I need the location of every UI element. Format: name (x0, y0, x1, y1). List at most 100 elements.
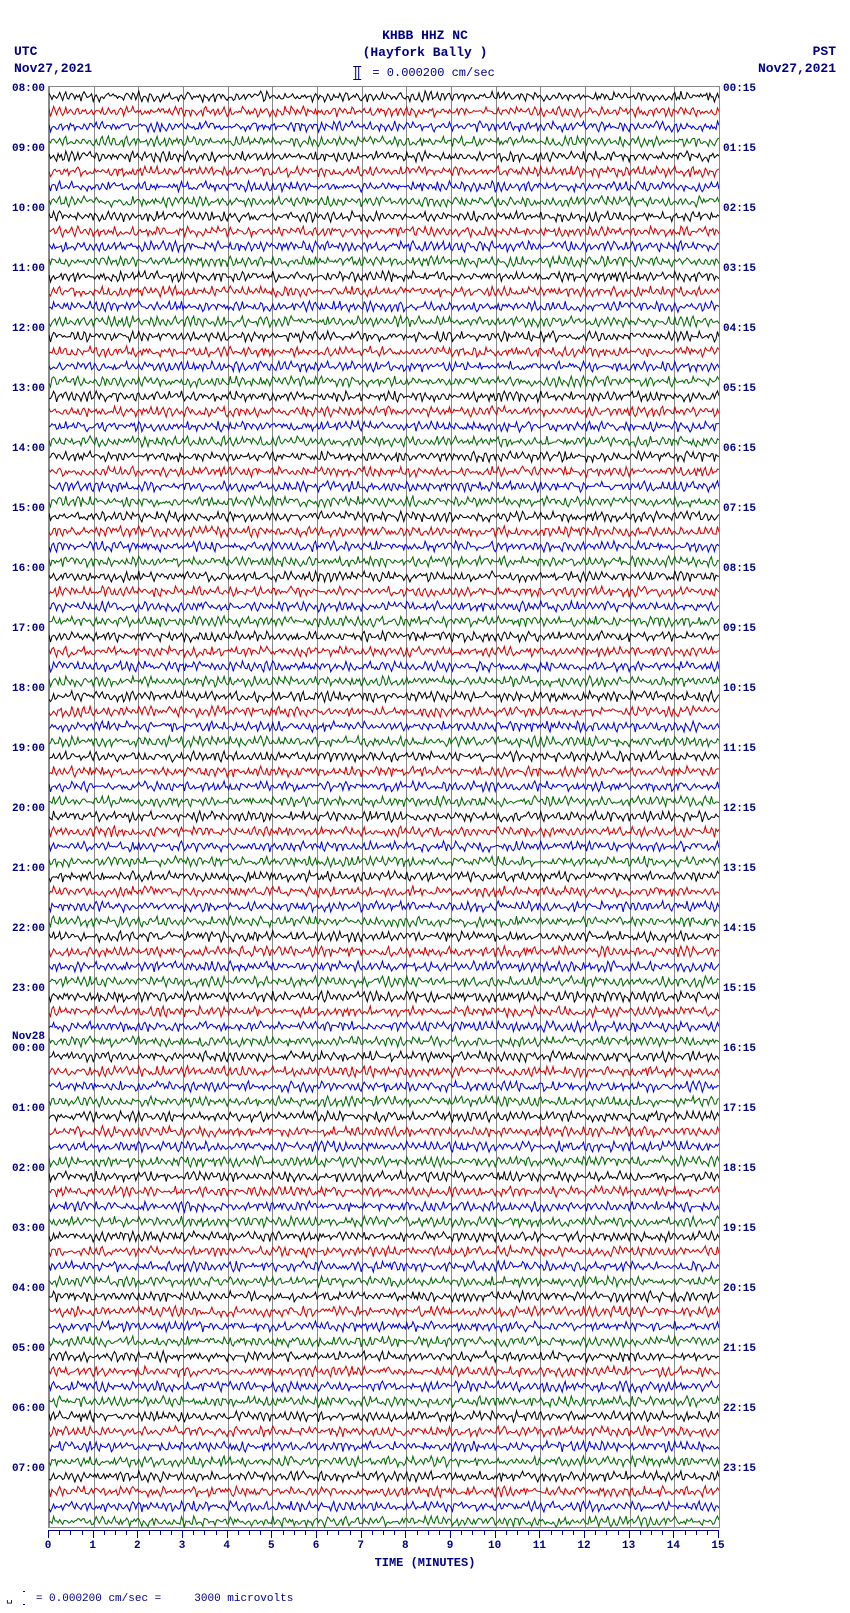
utc-hour-label: 07:00 (12, 1463, 45, 1475)
utc-hour-label: 12:00 (12, 323, 45, 335)
x-tick (316, 1530, 317, 1538)
trace-row (49, 299, 719, 314)
x-tick-label: 0 (45, 1540, 52, 1552)
x-tick-label: 12 (577, 1540, 590, 1552)
pst-hour-label: 07:15 (723, 503, 756, 515)
x-tick-label: 1 (89, 1540, 96, 1552)
x-tick-minor (517, 1530, 518, 1535)
x-tick-minor (372, 1530, 373, 1535)
x-tick (271, 1530, 272, 1538)
tz-left-zone: UTC (14, 44, 92, 61)
trace-row (49, 464, 719, 479)
x-tick-minor (260, 1530, 261, 1535)
trace-row (49, 554, 719, 569)
trace-row (49, 344, 719, 359)
trace-row (49, 944, 719, 959)
utc-hour-label: 05:00 (12, 1343, 45, 1355)
trace-row (49, 494, 719, 509)
station-location: (Hayfork Bally ) (0, 45, 850, 62)
x-tick-minor (327, 1530, 328, 1535)
x-tick-label: 8 (402, 1540, 409, 1552)
x-tick-minor (484, 1530, 485, 1535)
timezone-left: UTC Nov27,2021 (14, 44, 92, 78)
trace-row (49, 314, 719, 329)
utc-hour-label: 01:00 (12, 1103, 45, 1115)
x-tick-minor (171, 1530, 172, 1535)
x-tick (539, 1530, 540, 1538)
x-tick-minor (606, 1530, 607, 1535)
trace-row (49, 1124, 719, 1139)
trace-row (49, 1064, 719, 1079)
footer-bar-icon (23, 1591, 25, 1605)
trace-row (49, 524, 719, 539)
x-tick-label: 6 (313, 1540, 320, 1552)
x-tick (495, 1530, 496, 1538)
trace-row (49, 434, 719, 449)
utc-hour-label: 11:00 (12, 263, 45, 275)
trace-row: 06:0022:15 (49, 1409, 719, 1424)
pst-hour-label: 22:15 (723, 1403, 756, 1415)
x-tick-minor (685, 1530, 686, 1535)
trace-row (49, 104, 719, 119)
pst-hour-label: 11:15 (723, 743, 756, 755)
trace-row (49, 794, 719, 809)
trace-row (49, 779, 719, 794)
x-tick-minor (204, 1530, 205, 1535)
trace-row: 21:0013:15 (49, 869, 719, 884)
pst-hour-label: 05:15 (723, 383, 756, 395)
trace-row: 14:0006:15 (49, 449, 719, 464)
trace-row: 02:0018:15 (49, 1169, 719, 1184)
trace-row (49, 1244, 719, 1259)
trace-row (49, 1259, 719, 1274)
trace-row (49, 824, 719, 839)
trace-row: 05:0021:15 (49, 1349, 719, 1364)
utc-hour-label: 19:00 (12, 743, 45, 755)
x-axis-title: TIME (MINUTES) (0, 1556, 850, 1570)
trace-row: 08:0000:15 (49, 89, 719, 104)
x-tick-minor (115, 1530, 116, 1535)
x-tick-label: 13 (622, 1540, 635, 1552)
pst-hour-label: 00:15 (723, 83, 756, 95)
pst-hour-label: 04:15 (723, 323, 756, 335)
trace-row (49, 539, 719, 554)
trace-row: Nov2800:0016:15 (49, 1049, 719, 1064)
trace-row (49, 1034, 719, 1049)
footer-marker: ␣ (6, 1593, 13, 1605)
trace-row (49, 134, 719, 149)
utc-hour-label: 04:00 (12, 1283, 45, 1295)
trace-row (49, 1184, 719, 1199)
pst-hour-label: 06:15 (723, 443, 756, 455)
pst-hour-label: 17:15 (723, 1103, 756, 1115)
pst-hour-label: 16:15 (723, 1043, 756, 1055)
x-tick-minor (59, 1530, 60, 1535)
trace-row (49, 374, 719, 389)
x-tick-label: 9 (447, 1540, 454, 1552)
trace-row (49, 674, 719, 689)
trace-row (49, 599, 719, 614)
x-tick-label: 4 (223, 1540, 230, 1552)
trace-row: 20:0012:15 (49, 809, 719, 824)
trace-row (49, 959, 719, 974)
x-tick (584, 1530, 585, 1538)
utc-hour-label: 14:00 (12, 443, 45, 455)
x-tick-minor (104, 1530, 105, 1535)
x-tick-minor (305, 1530, 306, 1535)
x-tick-minor (249, 1530, 250, 1535)
x-tick-minor (472, 1530, 473, 1535)
x-tick-minor (126, 1530, 127, 1535)
x-tick-minor (651, 1530, 652, 1535)
trace-row (49, 644, 719, 659)
x-tick-minor (618, 1530, 619, 1535)
trace-row: 17:0009:15 (49, 629, 719, 644)
pst-hour-label: 01:15 (723, 143, 756, 155)
trace-row (49, 1004, 719, 1019)
x-tick-minor (551, 1530, 552, 1535)
header: KHBB HHZ NC (Hayfork Bally ) (0, 28, 850, 62)
x-tick-label: 2 (134, 1540, 141, 1552)
utc-hour-label: 10:00 (12, 203, 45, 215)
pst-hour-label: 20:15 (723, 1283, 756, 1295)
trace-row (49, 764, 719, 779)
x-tick (182, 1530, 183, 1538)
x-tick (629, 1530, 630, 1538)
x-tick-minor (417, 1530, 418, 1535)
